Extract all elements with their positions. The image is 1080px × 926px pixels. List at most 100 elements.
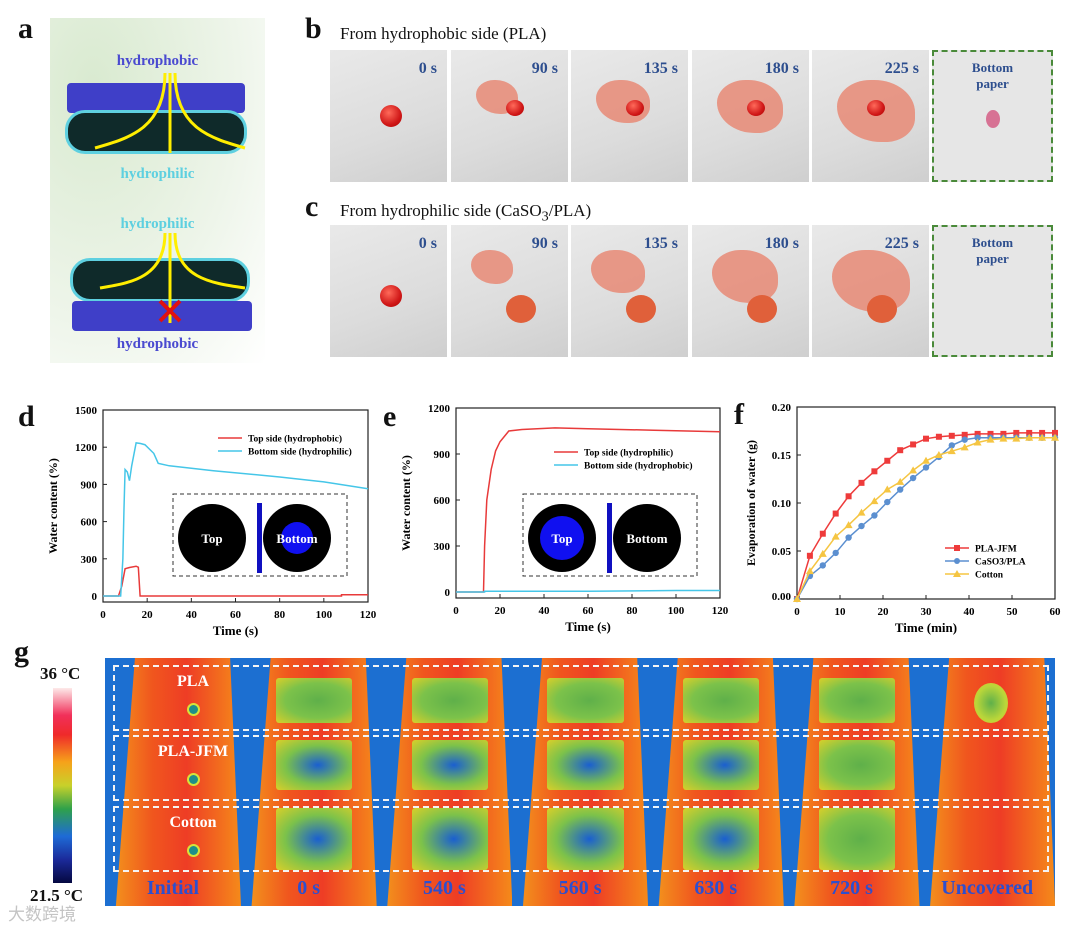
data-point [974,434,981,441]
covered-patch [411,808,488,870]
data-point [1013,429,1020,436]
data-point [948,432,955,439]
series-line-1 [456,589,720,593]
column-label: 0 s [297,877,321,899]
droplet-photo: 180 s [692,50,809,182]
panel-b-title: From hydrophobic side (PLA) [340,24,547,43]
wet-spot [973,683,1008,723]
x-tick-label: 20 [495,605,507,617]
data-point [883,485,892,493]
data-point [857,508,866,516]
panel-label-d: d [18,400,35,433]
cross-section-bar [257,503,262,573]
droplet-photo: 225 s [812,225,929,357]
time-label: 180 s [764,60,799,77]
legend-label: PLA-JFM [975,545,1017,555]
data-point [819,530,826,537]
temperature-colorbar [53,688,72,883]
data-point [935,433,942,440]
inset-label-top: Top [201,531,222,546]
row-label: PLA-JFM [157,743,229,760]
surface-circle-bottom [613,504,681,572]
time-label: 225 s [884,60,919,77]
data-point [973,438,982,446]
data-point [1052,429,1058,436]
y-tick-label: 0.00 [772,591,792,603]
droplet [506,100,524,116]
y-axis-label: Evaporation of water (g) [744,440,758,566]
data-point [1026,429,1033,436]
x-tick-label: 80 [274,609,286,621]
series-line-0 [456,427,721,593]
y-tick-label: 0.05 [772,546,792,558]
data-point [1051,433,1059,441]
hydrophilic-layer-2 [70,258,250,302]
legend-label: Bottom side (hydrophobic) [584,461,693,472]
x-tick-label: 20 [142,609,154,621]
data-point [858,479,865,486]
data-point [999,434,1008,442]
watermark: 大数跨境 [8,905,76,925]
stain [596,80,650,124]
y-tick-label: 1500 [75,405,98,417]
data-point [974,430,981,437]
y-tick-label: 300 [81,554,98,566]
y-axis-label: Water content (%) [46,458,60,554]
flow-arrows-icon [94,72,246,323]
legend-marker [954,558,960,564]
series-line-1 [103,442,369,597]
data-point [1012,434,1021,442]
y-tick-label: 0.10 [772,498,792,510]
data-point [871,512,878,519]
panel-label-a: a [18,12,33,45]
thermal-image-grid: Initial 0 s 540 s 560 s 630 s 720 s Uncovered P… [105,658,1055,906]
covered-patch [818,808,896,870]
covered-patch [411,740,488,790]
data-point [793,595,801,602]
data-point [960,443,969,451]
scale-max-label: 36 °C [40,664,81,683]
column-label: 540 s [422,877,466,899]
row-box [113,806,1049,872]
droplet-photo: 0 s [330,225,447,357]
panel-label-c: c [305,190,319,223]
y-tick-label: 600 [434,495,451,507]
data-point [832,549,839,557]
legend-marker [954,545,960,551]
x-tick-label: 60 [1050,606,1062,618]
droplet [626,295,656,323]
droplet-spot [187,703,200,716]
column-label: Uncovered [941,877,1034,899]
droplet [506,295,536,323]
data-point [858,522,865,530]
stain [591,250,645,294]
panel-label-b: b [305,12,322,45]
droplet [747,295,777,323]
droplet [626,100,644,116]
data-point [986,435,995,443]
data-point [806,552,813,559]
column-label: Initial [146,877,200,899]
row-label: PLA [177,673,209,690]
droplet-spot [187,844,200,857]
x-tick-label: 30 [921,606,933,618]
x-axis-label: Time (s) [565,619,611,634]
y-tick-label: 0.20 [772,402,792,414]
data-point [1000,430,1007,437]
data-point [845,534,852,541]
covered-patch [276,808,353,870]
cross-section-bar [607,503,612,573]
data-point [909,466,918,474]
legend-label: Top side (hydrophobic) [248,434,342,445]
label-hydrophilic-top: hydrophilic [120,166,195,182]
hydrophobic-layer-2 [72,301,252,331]
y-tick-label: 600 [81,517,98,529]
legend-label: Cotton [975,571,1004,581]
data-point [819,562,826,569]
title-text: From hydrophilic side (CaSO [340,201,542,220]
legend-label: Top side (hydrophilic) [584,448,673,459]
x-tick-label: 40 [186,609,198,621]
data-point [922,464,930,471]
time-label: 225 s [884,235,919,252]
